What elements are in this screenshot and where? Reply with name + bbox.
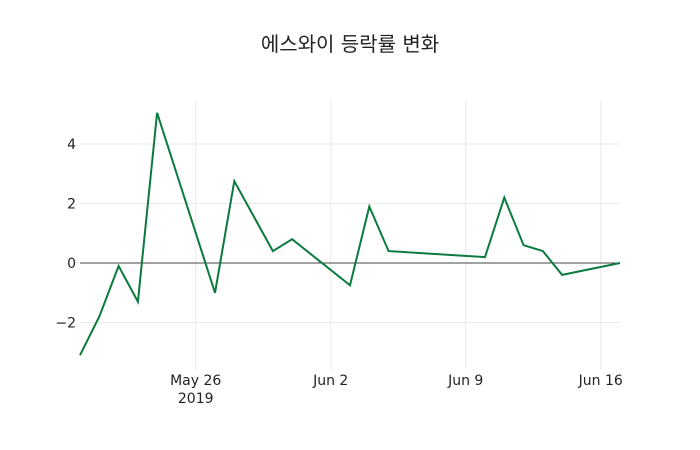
svg-text:May 26: May 26 [170, 373, 221, 389]
y-axis-ticks: 4 2 0 −2 [55, 137, 76, 332]
chart-title: 에스와이 등락률 변화 [260, 32, 440, 56]
svg-text:4: 4 [67, 137, 76, 153]
x-axis-ticks: May 26 2019 Jun 2 Jun 9 Jun 16 [170, 373, 623, 407]
svg-text:2019: 2019 [178, 391, 214, 407]
svg-text:Jun 9: Jun 9 [447, 373, 483, 389]
series-line [79, 112, 621, 356]
svg-text:0: 0 [67, 256, 76, 272]
gridlines [80, 100, 620, 370]
svg-text:2: 2 [67, 197, 76, 213]
svg-text:−2: −2 [55, 316, 76, 332]
svg-text:Jun 16: Jun 16 [578, 373, 623, 389]
svg-text:Jun 2: Jun 2 [312, 373, 348, 389]
